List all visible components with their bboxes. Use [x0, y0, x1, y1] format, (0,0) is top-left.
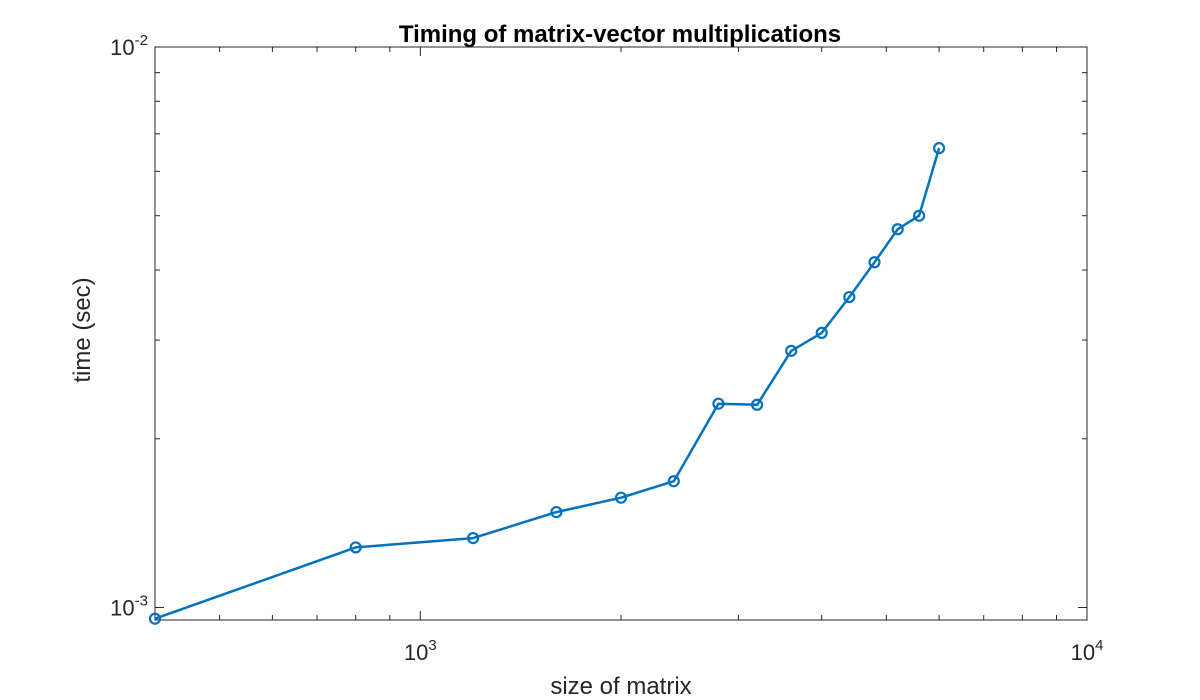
y-tick-label: 10-3	[110, 593, 148, 621]
x-axis-label: size of matrix	[550, 673, 691, 700]
data-point	[466, 531, 480, 545]
plot-area: 103 104 10-3 10-2	[110, 32, 1103, 665]
y-axis-label: time (sec)	[69, 277, 96, 382]
data-point	[550, 505, 563, 519]
data-point	[349, 541, 362, 554]
x-tick-label: 103	[404, 637, 437, 665]
axes-box	[154, 46, 1088, 621]
chart-title: Timing of matrix-vector multiplications	[399, 21, 841, 48]
data-point	[667, 475, 680, 488]
data-point	[868, 256, 881, 269]
y-tick-label: 10-2	[110, 32, 148, 60]
data-point	[785, 344, 798, 357]
data-point	[614, 491, 628, 504]
data-point	[891, 223, 904, 236]
x-tick-label: 104	[1071, 637, 1104, 665]
series-line	[154, 147, 941, 620]
data-point	[148, 612, 162, 625]
data-point	[815, 326, 828, 339]
data-point	[843, 290, 856, 304]
data-point	[712, 397, 725, 410]
data-point	[932, 142, 946, 155]
data-point	[750, 398, 764, 411]
data-point	[913, 209, 926, 222]
